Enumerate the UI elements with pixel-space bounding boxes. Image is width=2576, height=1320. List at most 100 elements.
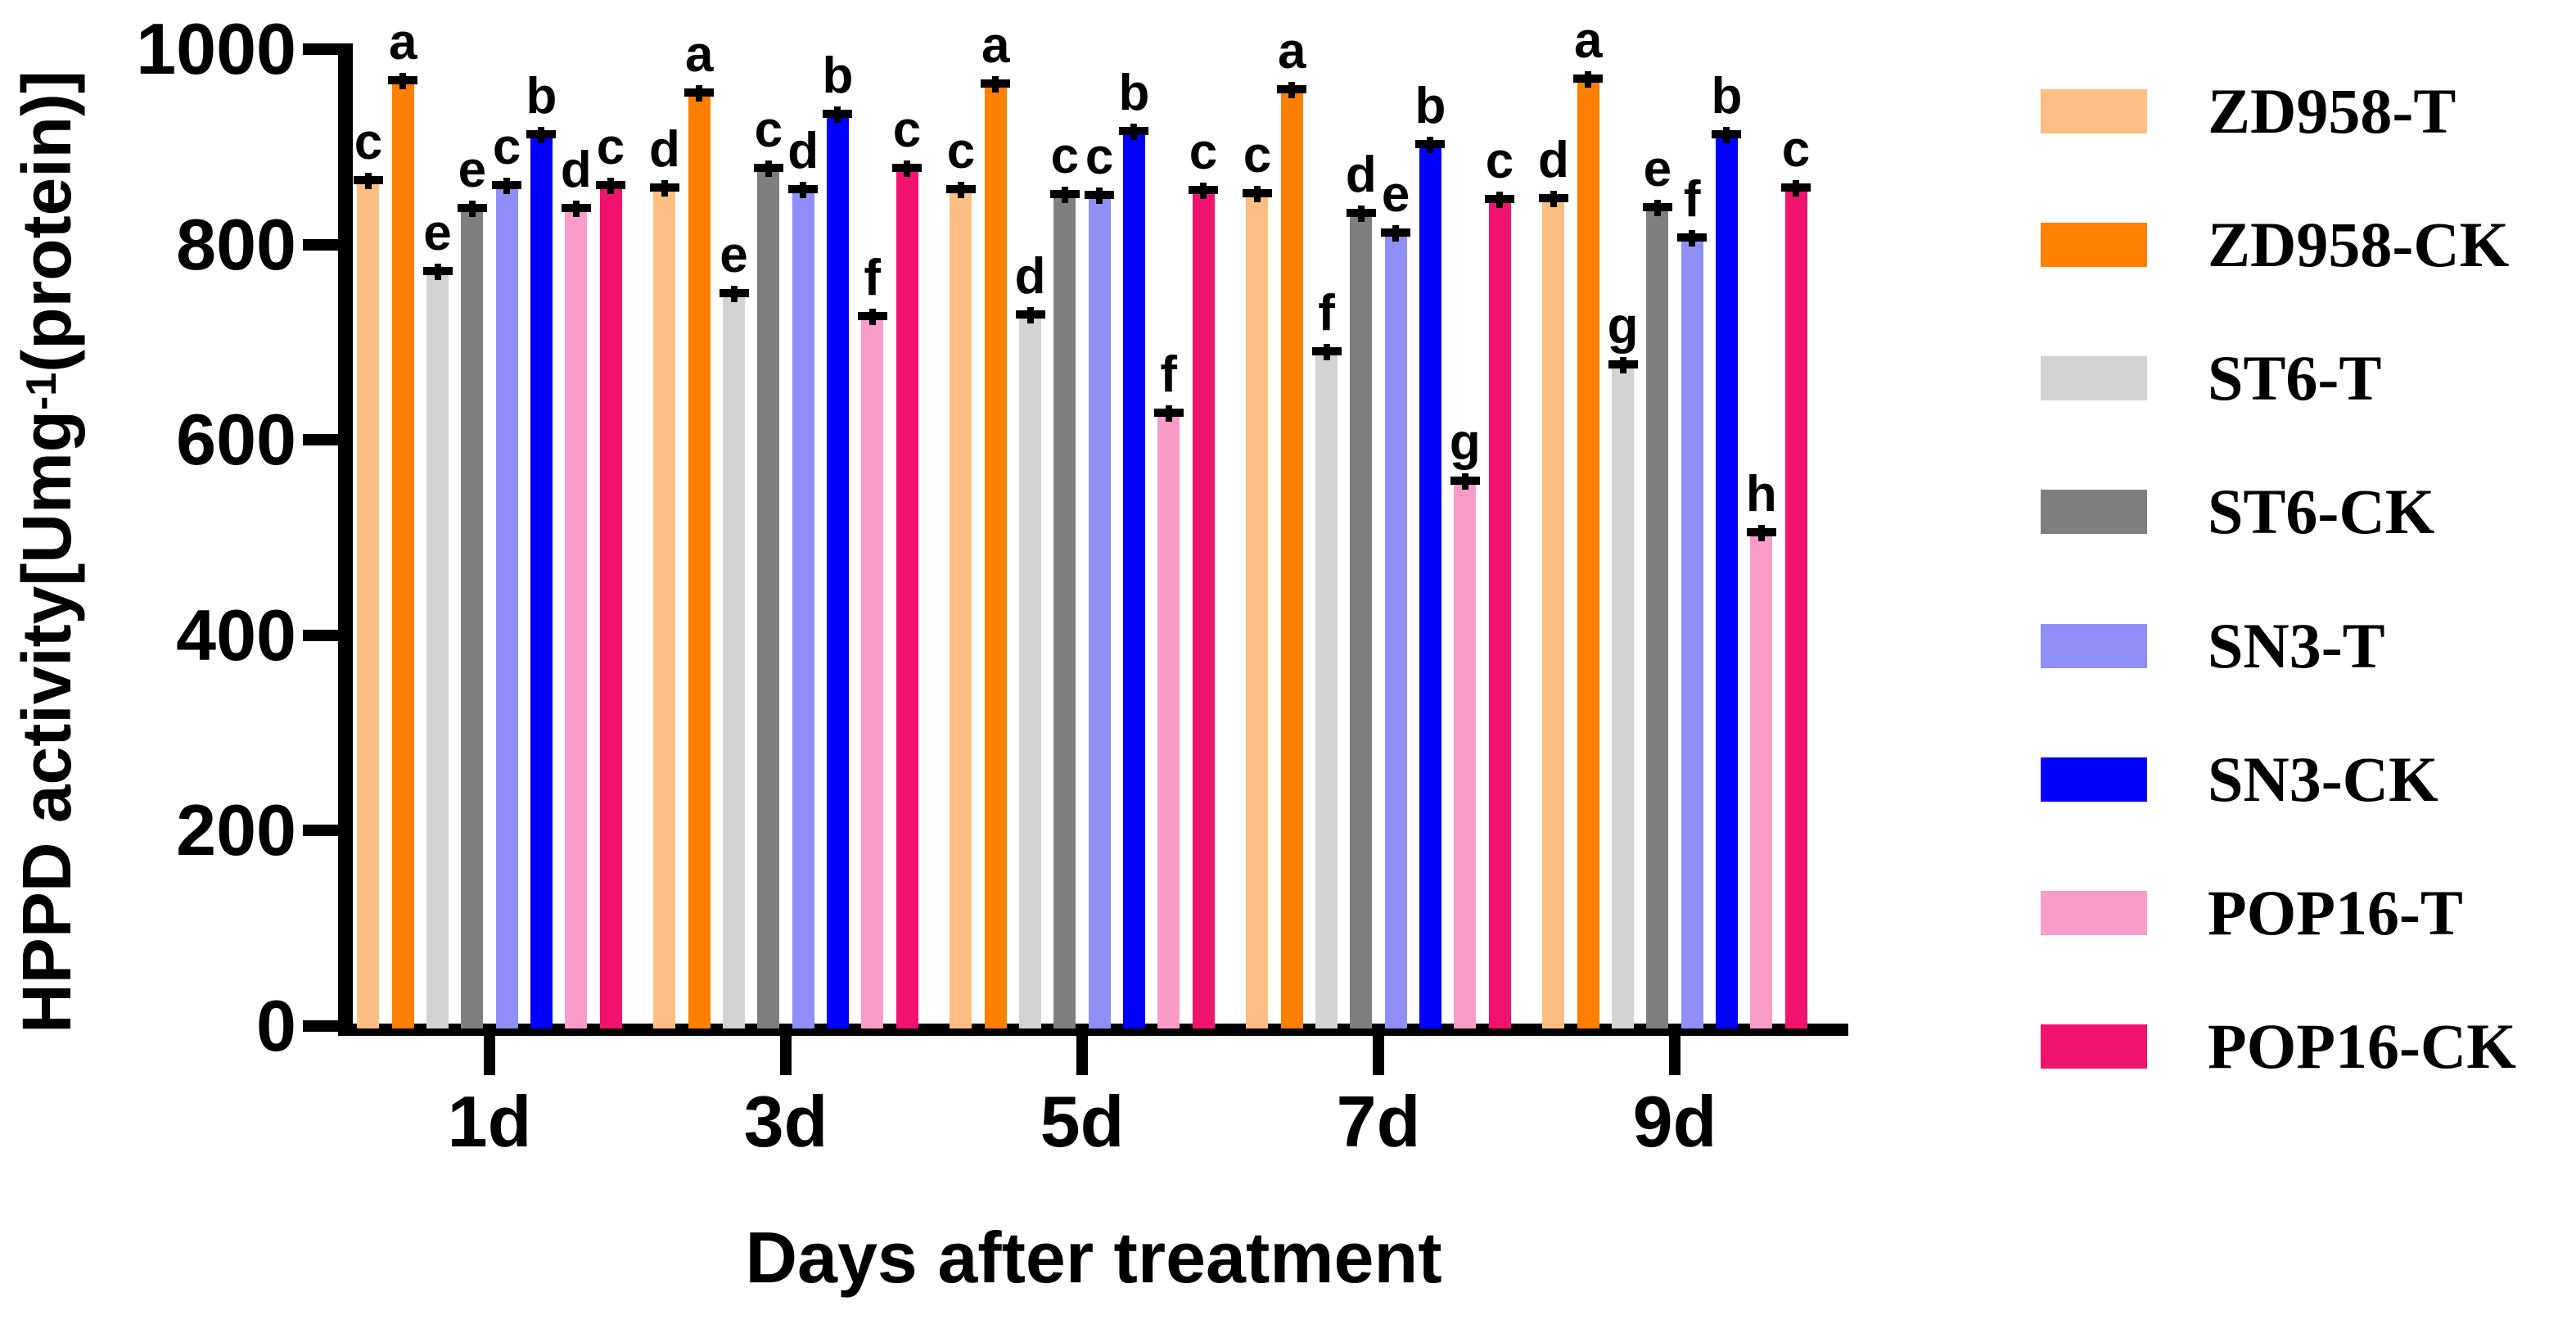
error-bar-cap-SN3-CK-5d: [1119, 126, 1149, 135]
legend-item-SN3-T: SN3-T: [2041, 613, 2385, 677]
bar-SN3-CK-3d: [826, 116, 849, 1028]
significance-letter-POP16-T-3d: f: [864, 250, 882, 307]
error-bar-cap-ST6-CK-5d: [1049, 190, 1080, 199]
y-axis-title: HPPD activity[Umg-1(protein)]: [6, 35, 88, 1069]
bar-POP16-T-9d: [1750, 534, 1773, 1028]
bar-ZD958-CK-9d: [1577, 81, 1599, 1028]
legend-label-SN3-CK: SN3-CK: [2208, 743, 2438, 815]
x-tick-5d: [1076, 1036, 1088, 1075]
bar-POP16-CK-5d: [1192, 192, 1215, 1028]
significance-letter-ST6-CK-1d: e: [458, 141, 487, 198]
significance-letter-ZD958-T-1d: c: [354, 114, 383, 171]
error-bar-cap-SN3-T-9d: [1677, 233, 1708, 242]
legend-swatch-SN3-T: [2041, 623, 2147, 668]
error-bar-cap-ZD958-CK-5d: [981, 79, 1011, 88]
error-bar-cap-ST6-CK-1d: [457, 203, 487, 212]
legend-label-POP16-T: POP16-T: [2208, 876, 2463, 948]
bar-POP16-T-7d: [1454, 482, 1477, 1028]
significance-letter-SN3-T-1d: c: [492, 119, 521, 176]
error-bar-cap-ST6-CK-3d: [753, 163, 783, 172]
bar-ST6-T-9d: [1612, 366, 1635, 1028]
significance-letter-ST6-T-5d: d: [1014, 247, 1046, 305]
error-bar-cap-POP16-CK-3d: [892, 163, 923, 172]
error-bar-cap-POP16-T-9d: [1746, 527, 1776, 536]
legend-swatch-ST6-T: [2041, 356, 2147, 401]
significance-letter-ZD958-CK-5d: a: [981, 17, 1010, 75]
legend-swatch-ST6-CK: [2041, 490, 2147, 535]
bar-SN3-CK-9d: [1715, 137, 1738, 1028]
error-bar-cap-POP16-T-1d: [561, 203, 591, 212]
significance-letter-ST6-T-3d: e: [720, 226, 748, 283]
y-axis-title-prefix: HPPD activity[Umg: [8, 410, 85, 1033]
legend-swatch-ZD958-CK: [2041, 223, 2147, 268]
error-bar-cap-SN3-T-1d: [492, 181, 522, 190]
legend-label-SN3-T: SN3-T: [2208, 609, 2385, 681]
significance-letter-SN3-CK-9d: b: [1711, 68, 1743, 125]
x-tick-label-7d: 7d: [1336, 1081, 1421, 1162]
significance-letter-POP16-T-7d: g: [1449, 414, 1481, 471]
x-axis-title: Days after treatment: [745, 1217, 1442, 1298]
error-bar-cap-POP16-CK-9d: [1781, 183, 1811, 192]
significance-letter-POP16-T-9d: h: [1745, 465, 1777, 522]
legend-item-POP16-T: POP16-T: [2041, 880, 2463, 944]
legend-label-ST6-CK: ST6-CK: [2208, 476, 2435, 548]
bar-ZD958-CK-7d: [1280, 92, 1303, 1028]
significance-letter-POP16-T-1d: d: [560, 141, 592, 198]
significance-letter-SN3-CK-1d: b: [526, 68, 557, 125]
bar-ST6-CK-1d: [461, 210, 484, 1028]
legend-item-ST6-CK: ST6-CK: [2041, 480, 2434, 544]
bar-ST6-T-7d: [1315, 354, 1338, 1028]
bar-SN3-T-9d: [1680, 239, 1703, 1028]
legend-swatch-POP16-T: [2041, 890, 2147, 935]
bar-ZD958-CK-3d: [688, 95, 711, 1028]
y-tick-0: [303, 1020, 338, 1032]
bar-ZD958-T-1d: [357, 183, 380, 1028]
y-tick-label-800: 800: [176, 203, 296, 285]
bar-ST6-CK-3d: [757, 170, 780, 1028]
bar-ST6-CK-5d: [1053, 197, 1076, 1028]
bar-POP16-CK-1d: [599, 188, 622, 1028]
bar-POP16-T-1d: [565, 210, 588, 1028]
bar-ST6-CK-9d: [1646, 209, 1669, 1028]
bar-ZD958-T-7d: [1246, 195, 1269, 1028]
bar-SN3-T-3d: [792, 192, 814, 1028]
significance-letter-SN3-CK-3d: b: [822, 47, 854, 105]
y-tick-label-400: 400: [176, 594, 296, 676]
error-bar-cap-ZD958-T-9d: [1538, 193, 1568, 202]
y-tick-600: [303, 434, 338, 446]
error-bar-cap-ST6-T-3d: [719, 288, 749, 297]
error-bar-cap-POP16-CK-5d: [1189, 186, 1219, 195]
error-bar-cap-SN3-T-5d: [1085, 191, 1115, 200]
legend-label-ST6-T: ST6-T: [2208, 342, 2382, 414]
bar-ZD958-T-5d: [950, 192, 972, 1028]
bar-SN3-T-1d: [495, 188, 518, 1028]
y-axis-line: [338, 43, 353, 1036]
legend-item-ST6-T: ST6-T: [2041, 346, 2381, 410]
significance-letter-ZD958-CK-3d: a: [685, 26, 714, 84]
x-tick-label-1d: 1d: [447, 1081, 532, 1162]
bar-ZD958-CK-1d: [391, 82, 414, 1028]
legend-label-ZD958-T: ZD958-T: [2208, 75, 2456, 147]
significance-letter-ZD958-CK-1d: a: [389, 13, 417, 70]
y-tick-800: [303, 238, 338, 251]
significance-letter-ST6-CK-3d: c: [754, 101, 783, 158]
bar-POP16-CK-9d: [1784, 189, 1807, 1028]
x-tick-3d: [780, 1036, 792, 1075]
error-bar-cap-ST6-T-5d: [1015, 310, 1045, 319]
bar-SN3-CK-1d: [530, 137, 553, 1028]
bar-ST6-T-3d: [723, 295, 746, 1028]
error-bar-cap-ZD958-CK-1d: [388, 75, 418, 84]
legend-swatch-ZD958-T: [2041, 89, 2147, 133]
legend-item-SN3-CK: SN3-CK: [2041, 747, 2438, 811]
bar-ZD958-T-3d: [653, 189, 676, 1028]
bar-SN3-T-5d: [1088, 197, 1111, 1028]
x-tick-9d: [1669, 1036, 1680, 1075]
y-tick-200: [303, 825, 338, 837]
significance-letter-ST6-CK-9d: e: [1643, 140, 1672, 197]
bar-SN3-CK-5d: [1122, 133, 1145, 1028]
significance-letter-SN3-T-7d: e: [1381, 165, 1410, 223]
y-tick-label-0: 0: [256, 985, 296, 1066]
x-tick-label-9d: 9d: [1632, 1081, 1717, 1162]
significance-letter-SN3-T-3d: d: [787, 123, 819, 180]
